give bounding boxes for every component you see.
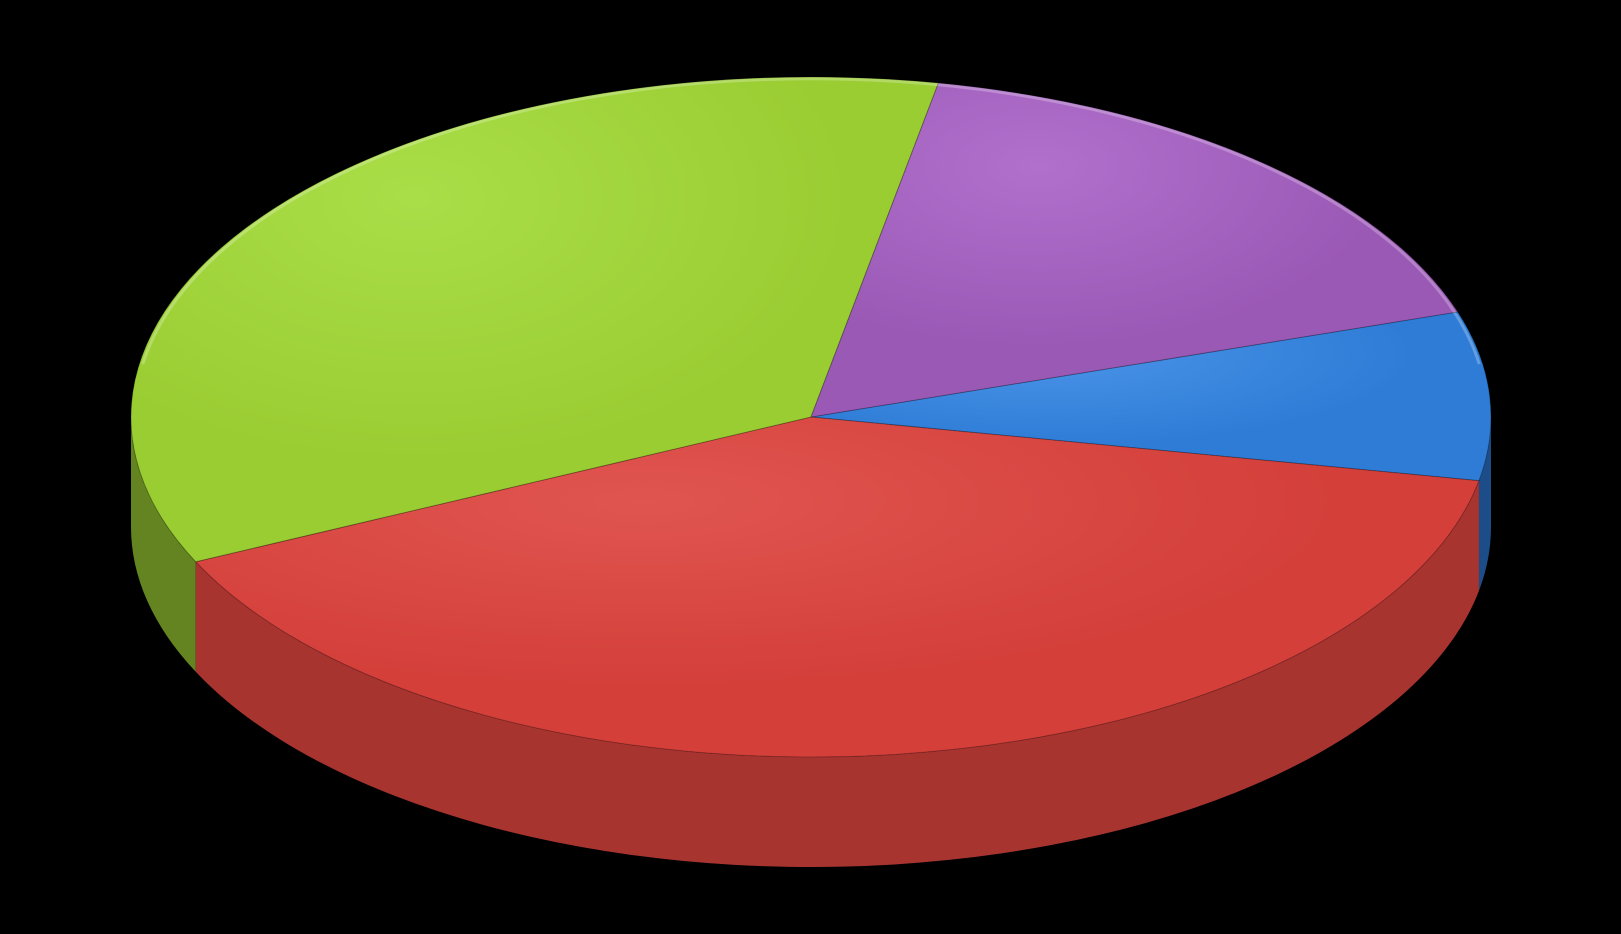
pie-chart-svg: [61, 17, 1561, 917]
pie-chart-3d: [61, 17, 1561, 917]
